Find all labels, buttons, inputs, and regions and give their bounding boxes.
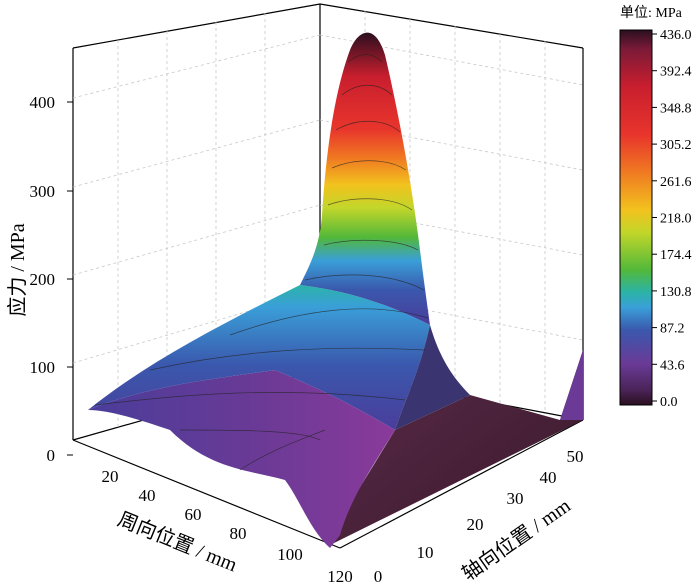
z-tick-label: 300 bbox=[30, 182, 56, 201]
surface-base bbox=[88, 370, 395, 548]
contour-lines bbox=[94, 54, 429, 471]
y-tick-label: 20 bbox=[467, 515, 484, 534]
x-tick-label: 120 bbox=[327, 567, 353, 586]
y-tick-label: 50 bbox=[567, 447, 584, 466]
colorbar-tick-label: 305.2 bbox=[660, 138, 692, 153]
surface-flat-region bbox=[330, 350, 583, 545]
y-tick-label: 10 bbox=[417, 543, 434, 562]
surface-peak-ridge bbox=[300, 32, 430, 325]
z-tick-label: 0 bbox=[47, 446, 56, 465]
stress-surface bbox=[88, 32, 583, 548]
x-tick-label: 80 bbox=[230, 524, 247, 543]
z-axis-label: 应力 / MPa bbox=[6, 223, 29, 316]
colorbar-tick-label: 436.0 bbox=[660, 28, 692, 43]
colorbar-tick-label: 261.6 bbox=[660, 175, 692, 190]
colorbar-tick-label: 43.6 bbox=[660, 358, 685, 373]
y-tick-label: 0 bbox=[374, 567, 383, 586]
x-tick-label: 40 bbox=[139, 486, 156, 505]
colorbar-tick-label: 174.4 bbox=[660, 248, 692, 263]
colorbar-tick-label: 392.4 bbox=[660, 65, 692, 80]
colorbar-tick-label: 0.0 bbox=[660, 395, 678, 410]
colorbar: 单位: MPa 436.0 392.4 348.8 305.2 261.6 218.0 17… bbox=[619, 5, 692, 410]
colorbar-gradient bbox=[619, 29, 653, 406]
x-tick-label: 60 bbox=[185, 505, 202, 524]
z-tick-label: 200 bbox=[30, 270, 56, 289]
surface-right-rise bbox=[560, 350, 583, 420]
surface-right-edge bbox=[395, 325, 470, 430]
colorbar-tick-label: 130.8 bbox=[660, 285, 692, 300]
surface-mid-slope bbox=[88, 285, 430, 430]
z-tick-label: 100 bbox=[30, 358, 56, 377]
x-tick-label: 20 bbox=[102, 467, 119, 486]
y-tick-label: 30 bbox=[507, 489, 524, 508]
colorbar-tick-label: 87.2 bbox=[660, 322, 685, 337]
colorbar-tick-label: 348.8 bbox=[660, 101, 692, 116]
colorbar-title: 单位: MPa bbox=[620, 5, 683, 21]
z-axis: 0 100 200 300 400 应力 / MPa bbox=[6, 93, 73, 465]
y-tick-label: 40 bbox=[540, 468, 557, 487]
x-axis-label: 周向位置 / mm bbox=[114, 508, 240, 577]
x-tick-label: 100 bbox=[277, 545, 303, 564]
z-tick-label: 400 bbox=[30, 93, 56, 112]
colorbar-tick-label: 218.0 bbox=[660, 212, 692, 227]
